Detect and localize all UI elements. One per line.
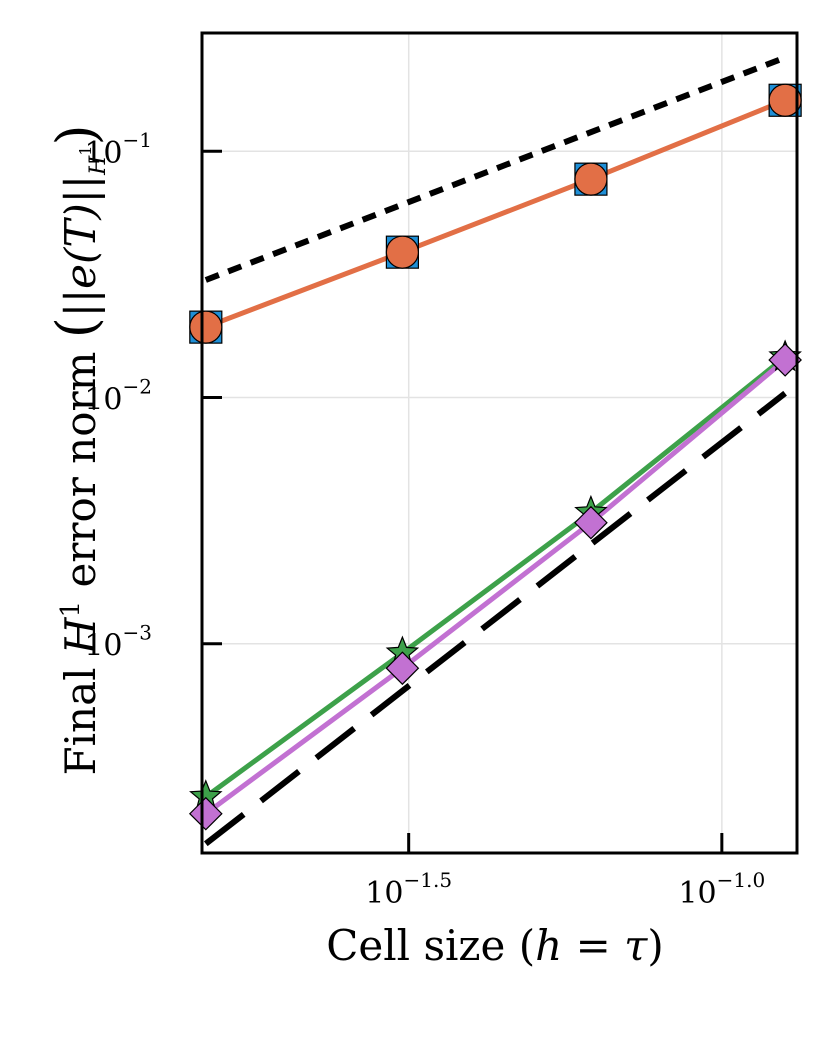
- axis-ticks: 10−1.5 10−1.0 10−3 10−2 10−1: [84, 128, 765, 911]
- y-tick-label: 10−1: [84, 128, 152, 171]
- marker-circle: [189, 310, 223, 344]
- marker-circle: [385, 235, 419, 269]
- series-line-reference-order-1: [204, 54, 787, 283]
- y-tick-label: 10−3: [84, 621, 152, 664]
- series-line-circle: [204, 97, 787, 330]
- grid-lines: [202, 33, 797, 853]
- marker-diamond: [385, 651, 420, 686]
- series-line-diamond: [204, 357, 787, 816]
- marker-circle: [574, 162, 608, 196]
- marker-diamond: [188, 796, 223, 831]
- marker-diamond: [574, 505, 608, 540]
- x-tick-label: 10−1.5: [365, 868, 452, 911]
- y-axis-title: Final H1 error norm (||e(T)||H1): [45, 124, 111, 775]
- series-markers: [188, 83, 802, 831]
- plot-frame: [200, 31, 799, 855]
- series-line-star: [204, 355, 787, 799]
- x-tick-label: 10−1.0: [678, 868, 765, 911]
- series-lines: [203, 54, 787, 847]
- x-axis-title: Cell size (h = τ): [326, 921, 664, 970]
- marker-circle: [768, 83, 802, 117]
- series-line-reference-order-2: [203, 390, 787, 847]
- y-tick-label: 10−2: [84, 374, 152, 417]
